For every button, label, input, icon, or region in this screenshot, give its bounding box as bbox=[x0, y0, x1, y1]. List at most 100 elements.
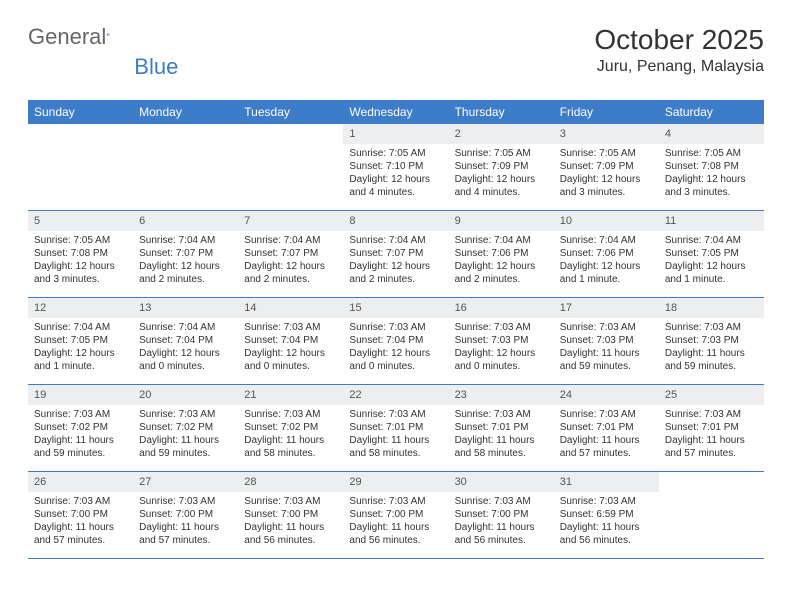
day-info: Sunrise: 7:05 AMSunset: 7:08 PMDaylight:… bbox=[659, 144, 764, 203]
day-info: Sunrise: 7:03 AMSunset: 7:00 PMDaylight:… bbox=[28, 492, 133, 551]
day-cell: 9Sunrise: 7:04 AMSunset: 7:06 PMDaylight… bbox=[449, 211, 554, 297]
day-info: Sunrise: 7:03 AMSunset: 7:01 PMDaylight:… bbox=[343, 405, 448, 464]
sunrise-text: Sunrise: 7:05 AM bbox=[34, 234, 127, 247]
day-cell: 24Sunrise: 7:03 AMSunset: 7:01 PMDayligh… bbox=[554, 385, 659, 471]
day-cell: 30Sunrise: 7:03 AMSunset: 7:00 PMDayligh… bbox=[449, 472, 554, 558]
day-of-week-header: Sunday Monday Tuesday Wednesday Thursday… bbox=[28, 100, 764, 124]
day-info: Sunrise: 7:05 AMSunset: 7:09 PMDaylight:… bbox=[449, 144, 554, 203]
day-number: 5 bbox=[28, 211, 133, 231]
sunset-text: Sunset: 7:02 PM bbox=[244, 421, 337, 434]
sunset-text: Sunset: 7:04 PM bbox=[244, 334, 337, 347]
week-row: 19Sunrise: 7:03 AMSunset: 7:02 PMDayligh… bbox=[28, 385, 764, 472]
day-number: 24 bbox=[554, 385, 659, 405]
day-number: 25 bbox=[659, 385, 764, 405]
daylight-text: Daylight: 11 hours and 57 minutes. bbox=[34, 521, 127, 547]
sunset-text: Sunset: 7:08 PM bbox=[665, 160, 758, 173]
day-number: 8 bbox=[343, 211, 448, 231]
daylight-text: Daylight: 12 hours and 2 minutes. bbox=[455, 260, 548, 286]
day-number: 26 bbox=[28, 472, 133, 492]
day-cell: 29Sunrise: 7:03 AMSunset: 7:00 PMDayligh… bbox=[343, 472, 448, 558]
sunrise-text: Sunrise: 7:05 AM bbox=[665, 147, 758, 160]
day-info: Sunrise: 7:04 AMSunset: 7:07 PMDaylight:… bbox=[238, 231, 343, 290]
day-info: Sunrise: 7:04 AMSunset: 7:05 PMDaylight:… bbox=[28, 318, 133, 377]
day-cell: 13Sunrise: 7:04 AMSunset: 7:04 PMDayligh… bbox=[133, 298, 238, 384]
day-cell: 26Sunrise: 7:03 AMSunset: 7:00 PMDayligh… bbox=[28, 472, 133, 558]
day-cell: 1Sunrise: 7:05 AMSunset: 7:10 PMDaylight… bbox=[343, 124, 448, 210]
sunrise-text: Sunrise: 7:04 AM bbox=[665, 234, 758, 247]
day-info: Sunrise: 7:03 AMSunset: 7:02 PMDaylight:… bbox=[238, 405, 343, 464]
sunrise-text: Sunrise: 7:03 AM bbox=[560, 495, 653, 508]
day-cell: 25Sunrise: 7:03 AMSunset: 7:01 PMDayligh… bbox=[659, 385, 764, 471]
daylight-text: Daylight: 12 hours and 1 minute. bbox=[665, 260, 758, 286]
sunrise-text: Sunrise: 7:03 AM bbox=[244, 408, 337, 421]
day-number: 16 bbox=[449, 298, 554, 318]
sunrise-text: Sunrise: 7:03 AM bbox=[34, 495, 127, 508]
day-number: 10 bbox=[554, 211, 659, 231]
daylight-text: Daylight: 11 hours and 58 minutes. bbox=[349, 434, 442, 460]
day-cell: 15Sunrise: 7:03 AMSunset: 7:04 PMDayligh… bbox=[343, 298, 448, 384]
day-number: 13 bbox=[133, 298, 238, 318]
sunrise-text: Sunrise: 7:04 AM bbox=[34, 321, 127, 334]
daylight-text: Daylight: 12 hours and 2 minutes. bbox=[349, 260, 442, 286]
day-info: Sunrise: 7:03 AMSunset: 7:01 PMDaylight:… bbox=[659, 405, 764, 464]
sunrise-text: Sunrise: 7:03 AM bbox=[455, 321, 548, 334]
month-title: October 2025 bbox=[594, 24, 764, 56]
sunrise-text: Sunrise: 7:04 AM bbox=[139, 321, 232, 334]
sunset-text: Sunset: 7:06 PM bbox=[455, 247, 548, 260]
title-block: October 2025 Juru, Penang, Malaysia bbox=[594, 24, 764, 76]
day-info: Sunrise: 7:04 AMSunset: 7:07 PMDaylight:… bbox=[343, 231, 448, 290]
day-cell: 11Sunrise: 7:04 AMSunset: 7:05 PMDayligh… bbox=[659, 211, 764, 297]
daylight-text: Daylight: 12 hours and 0 minutes. bbox=[139, 347, 232, 373]
sunrise-text: Sunrise: 7:03 AM bbox=[560, 408, 653, 421]
daylight-text: Daylight: 11 hours and 59 minutes. bbox=[34, 434, 127, 460]
sunrise-text: Sunrise: 7:05 AM bbox=[349, 147, 442, 160]
day-cell: 8Sunrise: 7:04 AMSunset: 7:07 PMDaylight… bbox=[343, 211, 448, 297]
sunrise-text: Sunrise: 7:03 AM bbox=[244, 321, 337, 334]
day-cell: 16Sunrise: 7:03 AMSunset: 7:03 PMDayligh… bbox=[449, 298, 554, 384]
day-number: 1 bbox=[343, 124, 448, 144]
sunset-text: Sunset: 7:03 PM bbox=[560, 334, 653, 347]
sunrise-text: Sunrise: 7:03 AM bbox=[349, 495, 442, 508]
day-info: Sunrise: 7:04 AMSunset: 7:07 PMDaylight:… bbox=[133, 231, 238, 290]
sunset-text: Sunset: 7:05 PM bbox=[34, 334, 127, 347]
daylight-text: Daylight: 11 hours and 56 minutes. bbox=[244, 521, 337, 547]
sunrise-text: Sunrise: 7:04 AM bbox=[244, 234, 337, 247]
day-cell: 17Sunrise: 7:03 AMSunset: 7:03 PMDayligh… bbox=[554, 298, 659, 384]
sunset-text: Sunset: 7:01 PM bbox=[560, 421, 653, 434]
sunrise-text: Sunrise: 7:04 AM bbox=[455, 234, 548, 247]
sunset-text: Sunset: 7:06 PM bbox=[560, 247, 653, 260]
sunrise-text: Sunrise: 7:03 AM bbox=[665, 408, 758, 421]
sunrise-text: Sunrise: 7:03 AM bbox=[349, 408, 442, 421]
daylight-text: Daylight: 12 hours and 0 minutes. bbox=[244, 347, 337, 373]
day-info: Sunrise: 7:03 AMSunset: 7:00 PMDaylight:… bbox=[238, 492, 343, 551]
sunrise-text: Sunrise: 7:04 AM bbox=[560, 234, 653, 247]
sunset-text: Sunset: 7:01 PM bbox=[349, 421, 442, 434]
sunrise-text: Sunrise: 7:03 AM bbox=[244, 495, 337, 508]
day-cell bbox=[659, 472, 764, 558]
day-cell: 7Sunrise: 7:04 AMSunset: 7:07 PMDaylight… bbox=[238, 211, 343, 297]
daylight-text: Daylight: 12 hours and 1 minute. bbox=[560, 260, 653, 286]
day-number bbox=[28, 124, 133, 130]
day-info: Sunrise: 7:04 AMSunset: 7:06 PMDaylight:… bbox=[554, 231, 659, 290]
calendar-grid: Sunday Monday Tuesday Wednesday Thursday… bbox=[28, 100, 764, 559]
sunset-text: Sunset: 7:08 PM bbox=[34, 247, 127, 260]
day-info: Sunrise: 7:03 AMSunset: 7:03 PMDaylight:… bbox=[554, 318, 659, 377]
sunset-text: Sunset: 7:01 PM bbox=[455, 421, 548, 434]
day-info: Sunrise: 7:03 AMSunset: 7:01 PMDaylight:… bbox=[449, 405, 554, 464]
day-number bbox=[133, 124, 238, 130]
day-number: 29 bbox=[343, 472, 448, 492]
day-number: 27 bbox=[133, 472, 238, 492]
sunset-text: Sunset: 7:07 PM bbox=[244, 247, 337, 260]
day-cell: 3Sunrise: 7:05 AMSunset: 7:09 PMDaylight… bbox=[554, 124, 659, 210]
day-cell: 19Sunrise: 7:03 AMSunset: 7:02 PMDayligh… bbox=[28, 385, 133, 471]
day-info: Sunrise: 7:03 AMSunset: 7:04 PMDaylight:… bbox=[343, 318, 448, 377]
sunset-text: Sunset: 7:00 PM bbox=[455, 508, 548, 521]
day-cell: 31Sunrise: 7:03 AMSunset: 6:59 PMDayligh… bbox=[554, 472, 659, 558]
daylight-text: Daylight: 12 hours and 0 minutes. bbox=[455, 347, 548, 373]
daylight-text: Daylight: 11 hours and 57 minutes. bbox=[139, 521, 232, 547]
day-cell: 27Sunrise: 7:03 AMSunset: 7:00 PMDayligh… bbox=[133, 472, 238, 558]
day-cell bbox=[133, 124, 238, 210]
day-number: 17 bbox=[554, 298, 659, 318]
sunrise-text: Sunrise: 7:03 AM bbox=[34, 408, 127, 421]
dow-saturday: Saturday bbox=[659, 100, 764, 124]
